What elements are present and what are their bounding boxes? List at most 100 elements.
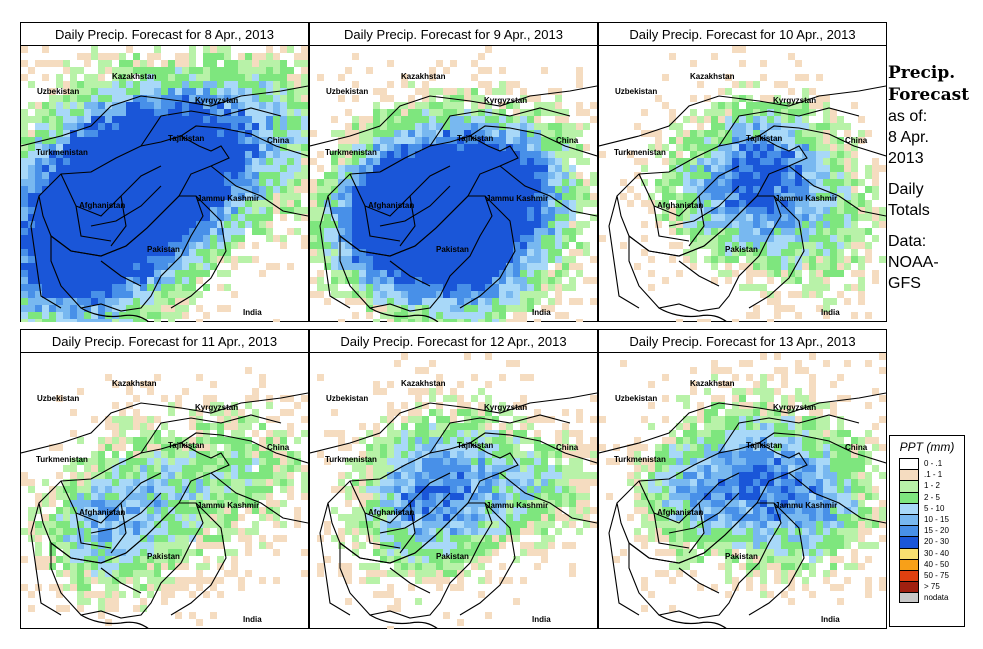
- legend-item: 50 - 75: [899, 569, 964, 582]
- map-panel-2: Daily Precip. Forecast for 9 Apr., 2013 …: [309, 22, 598, 322]
- map-label-jammu: Jammu Kashmir: [775, 501, 837, 510]
- map-panel-1: Daily Precip. Forecast for 8 Apr., 2013 …: [20, 22, 309, 322]
- map-label-china: China: [845, 136, 868, 145]
- legend-label: 2 - 5: [924, 492, 941, 502]
- legend-swatch: [899, 513, 919, 526]
- map-panel-5: Daily Precip. Forecast for 12 Apr., 2013…: [309, 329, 598, 629]
- panel-title: Daily Precip. Forecast for 12 Apr., 2013: [340, 334, 567, 349]
- precip-map: Uzbekistan Kazakhstan Kyrgyzstan Tajikistan…: [310, 45, 597, 322]
- map-label-tajikistan: Tajikistan: [457, 134, 493, 143]
- map-label-kyrgyzstan: Kyrgyzstan: [773, 403, 816, 412]
- map-svg: Uzbekistan Kazakhstan Kyrgyzstan Tajikistan…: [599, 353, 886, 629]
- legend-swatch: [899, 581, 919, 593]
- legend-label: 5 - 10: [924, 503, 945, 513]
- map-label-afghanistan: Afghanistan: [79, 508, 125, 517]
- legend-swatch: [899, 592, 919, 604]
- map-label-china: China: [556, 443, 579, 452]
- legend-item: 30 - 40: [899, 547, 964, 559]
- map-label-pakistan: Pakistan: [725, 552, 758, 561]
- map-label-afghanistan: Afghanistan: [368, 508, 414, 517]
- panel-title: Daily Precip. Forecast for 8 Apr., 2013: [55, 27, 274, 42]
- info-sidebar: Precip. Forecast as of: 8 Apr. 2013 Dail…: [888, 62, 978, 294]
- legend-item: 40 - 50: [899, 558, 964, 570]
- precip-map: Uzbekistan Kazakhstan Kyrgyzstan Tajikistan…: [310, 352, 597, 629]
- country-borders: [21, 85, 308, 312]
- legend-item: 2 - 5: [899, 491, 964, 503]
- map-label-turkmenistan: Turkmenistan: [36, 148, 88, 157]
- legend-item: nodata: [899, 592, 964, 604]
- map-label-jammu: Jammu Kashmir: [775, 194, 837, 203]
- map-label-afghanistan: Afghanistan: [657, 201, 703, 210]
- map-panel-6: Daily Precip. Forecast for 13 Apr., 2013…: [598, 329, 887, 629]
- data-source-1: NOAA-: [888, 254, 939, 271]
- map-label-afghanistan: Afghanistan: [657, 508, 703, 517]
- map-label-kazakhstan: Kazakhstan: [690, 72, 735, 81]
- precip-grid: [599, 353, 886, 612]
- heading-line-2: Forecast: [888, 85, 970, 105]
- legend-label: 30 - 40: [924, 548, 949, 558]
- country-borders: [599, 392, 886, 619]
- legend-item: 5 - 10: [899, 502, 964, 514]
- country-borders: [21, 392, 308, 619]
- map-label-turkmenistan: Turkmenistan: [36, 455, 88, 464]
- data-label: Data:: [888, 233, 927, 250]
- map-label-india: India: [821, 615, 840, 624]
- legend-swatch: [899, 469, 919, 481]
- map-label-india: India: [243, 615, 262, 624]
- precip-grid: [599, 46, 886, 322]
- map-label-tajikistan: Tajikistan: [168, 441, 204, 450]
- map-label-tajikistan: Tajikistan: [746, 134, 782, 143]
- legend-swatch: [899, 547, 919, 559]
- map-label-india: India: [821, 308, 840, 317]
- map-label-kazakhstan: Kazakhstan: [690, 379, 735, 388]
- period-label-1: Daily: [888, 181, 924, 198]
- legend-item: 15 - 20: [899, 525, 964, 537]
- legend-item: .1 - 1: [899, 469, 964, 481]
- map-label-jammu: Jammu Kashmir: [486, 194, 548, 203]
- legend-label: 20 - 30: [924, 537, 949, 547]
- map-label-kyrgyzstan: Kyrgyzstan: [195, 403, 238, 412]
- map-label-kazakhstan: Kazakhstan: [112, 379, 157, 388]
- map-label-kazakhstan: Kazakhstan: [112, 72, 157, 81]
- map-label-china: China: [845, 443, 868, 452]
- map-svg: Uzbekistan Kazakhstan Kyrgyzstan Tajikistan…: [310, 46, 597, 322]
- map-label-pakistan: Pakistan: [436, 552, 469, 561]
- as-of-date: 8 Apr.: [888, 129, 929, 146]
- map-label-uzbekistan: Uzbekistan: [615, 87, 657, 96]
- legend-item: 20 - 30: [899, 536, 964, 548]
- legend-item: > 75: [899, 581, 964, 593]
- panel-title: Daily Precip. Forecast for 10 Apr., 2013: [629, 27, 856, 42]
- map-label-jammu: Jammu Kashmir: [486, 501, 548, 510]
- map-label-turkmenistan: Turkmenistan: [325, 148, 377, 157]
- map-label-kyrgyzstan: Kyrgyzstan: [773, 96, 816, 105]
- map-label-kazakhstan: Kazakhstan: [401, 379, 446, 388]
- map-label-uzbekistan: Uzbekistan: [326, 394, 368, 403]
- legend-label: 1 - 2: [924, 481, 941, 491]
- map-label-kyrgyzstan: Kyrgyzstan: [195, 96, 238, 105]
- legend-swatch: [899, 558, 919, 570]
- map-label-afghanistan: Afghanistan: [368, 201, 414, 210]
- legend-label: .1 - 1: [924, 470, 943, 480]
- map-label-kyrgyzstan: Kyrgyzstan: [484, 403, 527, 412]
- legend-swatch: [899, 502, 919, 514]
- map-label-india: India: [243, 308, 262, 317]
- legend-label: > 75: [924, 582, 940, 592]
- map-label-uzbekistan: Uzbekistan: [326, 87, 368, 96]
- panel-title: Daily Precip. Forecast for 9 Apr., 2013: [344, 27, 563, 42]
- precip-grid: [317, 353, 597, 629]
- map-svg: Uzbekistan Kazakhstan Kyrgyzstan Tajikistan…: [599, 46, 886, 322]
- precip-map: Uzbekistan Kazakhstan Kyrgyzstan Tajikistan…: [21, 45, 308, 322]
- legend-swatch: [899, 536, 919, 548]
- map-label-kyrgyzstan: Kyrgyzstan: [484, 96, 527, 105]
- map-label-turkmenistan: Turkmenistan: [614, 455, 666, 464]
- map-label-pakistan: Pakistan: [725, 245, 758, 254]
- legend-label: 50 - 75: [924, 570, 949, 580]
- map-panel-4: Daily Precip. Forecast for 11 Apr., 2013…: [20, 329, 309, 629]
- map-svg: Uzbekistan Kazakhstan Kyrgyzstan Tajikistan…: [21, 46, 308, 322]
- map-label-china: China: [556, 136, 579, 145]
- map-label-china: China: [267, 136, 290, 145]
- map-label-jammu: Jammu Kashmir: [197, 194, 259, 203]
- legend-item: 0 - .1: [899, 458, 964, 470]
